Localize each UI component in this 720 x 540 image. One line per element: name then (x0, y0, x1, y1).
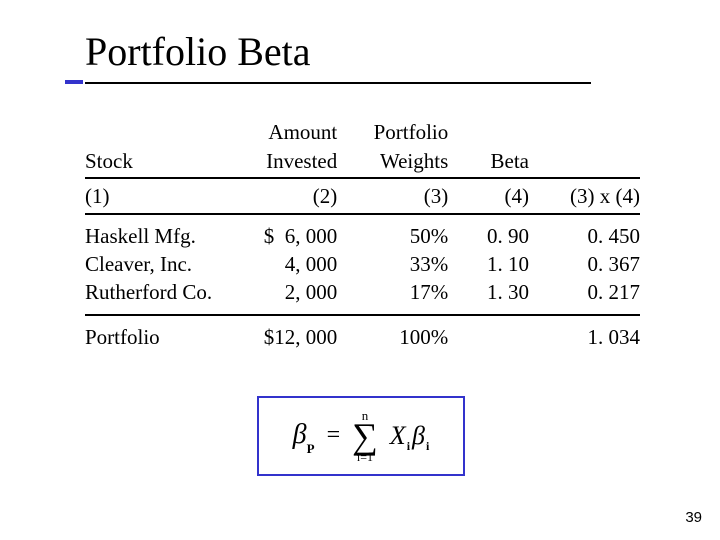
cell-beta: 0. 90 (448, 222, 529, 250)
total-row: Portfolio $12, 000 100% 1. 034 (85, 323, 640, 351)
cell-stock: Cleaver, Inc. (85, 250, 236, 278)
hdr-amount-l2: Invested (236, 147, 337, 177)
cell-weight: 33% (337, 250, 448, 278)
column-number-row: (1) (2) (3) (4) (3) x (4) (85, 178, 640, 214)
hdr-stock: Stock (85, 147, 236, 177)
cell-product: 0. 450 (529, 222, 640, 250)
cell-product: 0. 367 (529, 250, 640, 278)
cell-amount: $ 6, 000 (236, 222, 337, 250)
colnum-3: (3) (337, 178, 448, 214)
b-sub: i (426, 439, 429, 454)
formula: βP = n ∑ i=1 Xi βi (293, 409, 430, 463)
colnum-1: (1) (85, 178, 236, 214)
header-row-2: Stock Invested Weights Beta (85, 147, 640, 177)
title-underline (85, 82, 591, 84)
title-accent-bar (65, 80, 83, 84)
hdr-weights-l1: Portfolio (337, 118, 448, 147)
cell-beta: 1. 30 (448, 278, 529, 306)
colnum-4: (4) (448, 178, 529, 214)
formula-term: Xi βi (390, 421, 430, 451)
page-title: Portfolio Beta (85, 28, 311, 75)
table-row: Cleaver, Inc. 4, 000 33% 1. 10 0. 367 (85, 250, 640, 278)
colnum-5: (3) x (4) (529, 178, 640, 214)
total-weight: 100% (337, 323, 448, 351)
header-row-1: Amount Portfolio (85, 118, 640, 147)
equals-sign: = (327, 422, 341, 449)
sigma-lower: i=1 (357, 451, 373, 463)
cell-stock: Rutherford Co. (85, 278, 236, 306)
sigma-icon: n ∑ i=1 (352, 409, 378, 463)
cell-weight: 17% (337, 278, 448, 306)
cell-amount: 4, 000 (236, 250, 337, 278)
table-row: Haskell Mfg. $ 6, 000 50% 0. 90 0. 450 (85, 222, 640, 250)
cell-amount: 2, 000 (236, 278, 337, 306)
portfolio-table: Amount Portfolio Stock Invested Weights … (85, 118, 640, 351)
cell-stock: Haskell Mfg. (85, 222, 236, 250)
cell-product: 0. 217 (529, 278, 640, 306)
beta-p-sub: P (307, 441, 315, 456)
hdr-beta: Beta (448, 147, 529, 177)
page-number: 39 (685, 509, 702, 526)
total-product: 1. 034 (529, 323, 640, 351)
x-sub: i (407, 439, 410, 454)
table-row: Rutherford Co. 2, 000 17% 1. 30 0. 217 (85, 278, 640, 306)
cell-weight: 50% (337, 222, 448, 250)
hdr-amount-l1: Amount (236, 118, 337, 147)
formula-box: βP = n ∑ i=1 Xi βi (257, 396, 465, 476)
total-amount: $12, 000 (236, 323, 337, 351)
total-label: Portfolio (85, 323, 236, 351)
total-beta (448, 323, 529, 351)
beta-p-symbol: βP (293, 419, 315, 454)
colnum-2: (2) (236, 178, 337, 214)
hdr-weights-l2: Weights (337, 147, 448, 177)
cell-beta: 1. 10 (448, 250, 529, 278)
